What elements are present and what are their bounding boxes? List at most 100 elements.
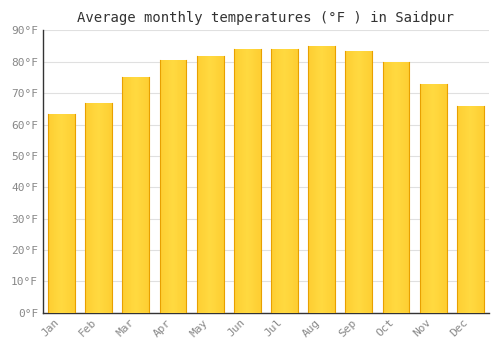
Bar — [352, 51, 354, 313]
Bar — [404, 62, 405, 313]
Bar — [213, 56, 214, 313]
Bar — [475, 106, 476, 313]
Bar — [242, 49, 243, 313]
Bar — [278, 49, 279, 313]
Bar — [54, 113, 56, 313]
Bar — [286, 49, 287, 313]
Bar — [357, 51, 358, 313]
Bar — [175, 60, 176, 313]
Bar — [74, 113, 75, 313]
Bar — [334, 46, 335, 313]
Bar — [480, 106, 481, 313]
Bar — [258, 49, 259, 313]
Bar — [389, 62, 390, 313]
Bar — [132, 77, 133, 313]
Bar — [98, 103, 100, 313]
Bar — [218, 56, 219, 313]
Bar — [180, 60, 181, 313]
Bar — [396, 62, 397, 313]
Bar — [460, 106, 462, 313]
Bar — [122, 77, 124, 313]
Bar — [206, 56, 208, 313]
Bar — [126, 77, 127, 313]
Bar — [468, 106, 469, 313]
Bar — [432, 84, 433, 313]
Bar — [59, 113, 60, 313]
Bar — [148, 77, 149, 313]
Bar — [143, 77, 144, 313]
Bar — [176, 60, 178, 313]
Bar — [212, 56, 213, 313]
Bar — [248, 49, 249, 313]
Bar — [464, 106, 465, 313]
Bar — [356, 51, 357, 313]
Bar — [67, 113, 68, 313]
Bar — [97, 103, 98, 313]
Bar — [166, 60, 167, 313]
Bar — [202, 56, 203, 313]
Bar — [51, 113, 52, 313]
Bar — [350, 51, 351, 313]
Bar — [316, 46, 317, 313]
Bar — [181, 60, 182, 313]
Bar — [332, 46, 334, 313]
Bar — [395, 62, 396, 313]
Bar — [311, 46, 312, 313]
Bar — [351, 51, 352, 313]
Bar — [240, 49, 241, 313]
Bar — [103, 103, 104, 313]
Bar — [272, 49, 273, 313]
Bar — [463, 106, 464, 313]
Bar — [141, 77, 142, 313]
Bar — [88, 103, 89, 313]
Bar — [443, 84, 444, 313]
Bar — [128, 77, 130, 313]
Bar — [476, 106, 478, 313]
Bar — [136, 77, 137, 313]
Bar — [442, 84, 443, 313]
Bar — [479, 106, 480, 313]
Bar — [73, 113, 74, 313]
Bar — [105, 103, 106, 313]
Bar — [163, 60, 164, 313]
Bar — [436, 84, 438, 313]
Bar — [89, 103, 90, 313]
Bar — [250, 49, 251, 313]
Bar — [208, 56, 210, 313]
Bar — [90, 103, 92, 313]
Bar — [92, 103, 94, 313]
Bar — [214, 56, 216, 313]
Bar — [483, 106, 484, 313]
Bar — [321, 46, 322, 313]
Bar — [405, 62, 406, 313]
Bar — [326, 46, 327, 313]
Bar — [346, 51, 347, 313]
Bar — [358, 51, 359, 313]
Bar — [322, 46, 324, 313]
Bar — [173, 60, 174, 313]
Bar — [466, 106, 468, 313]
Bar — [388, 62, 389, 313]
Bar — [370, 51, 372, 313]
Bar — [178, 60, 180, 313]
Bar — [297, 49, 298, 313]
Bar — [406, 62, 408, 313]
Bar — [56, 113, 57, 313]
Bar — [274, 49, 276, 313]
Bar — [252, 49, 254, 313]
Bar — [65, 113, 66, 313]
Bar — [205, 56, 206, 313]
Bar — [444, 84, 446, 313]
Bar — [48, 113, 49, 313]
Bar — [387, 62, 388, 313]
Bar — [203, 56, 204, 313]
Bar — [312, 46, 313, 313]
Bar — [144, 77, 145, 313]
Bar — [308, 46, 309, 313]
Bar — [329, 46, 330, 313]
Bar — [124, 77, 125, 313]
Bar — [290, 49, 291, 313]
Bar — [420, 84, 422, 313]
Bar — [249, 49, 250, 313]
Bar — [168, 60, 170, 313]
